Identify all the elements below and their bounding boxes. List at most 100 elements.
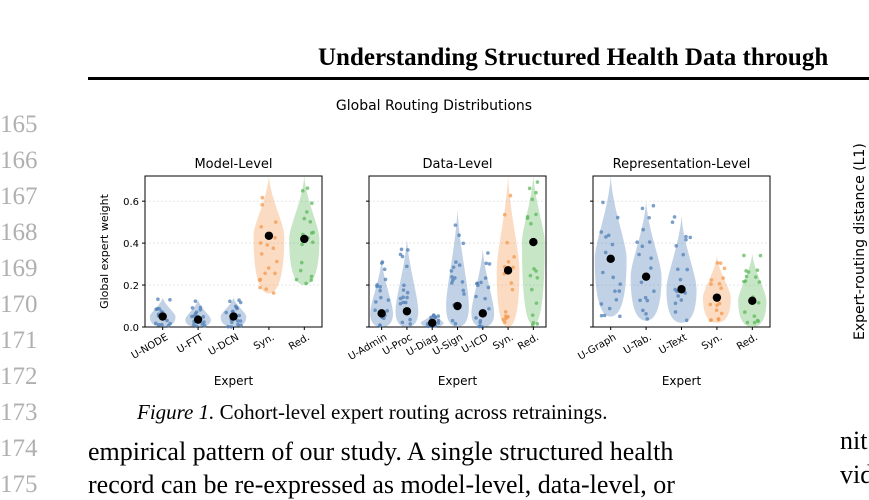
data-point bbox=[744, 269, 748, 273]
data-point bbox=[224, 310, 228, 315]
data-point bbox=[405, 264, 409, 269]
panel-title: Representation-Level bbox=[613, 157, 751, 172]
data-point bbox=[709, 282, 713, 286]
data-point bbox=[721, 276, 725, 280]
data-point bbox=[755, 268, 760, 272]
line-number: 168 bbox=[0, 219, 38, 246]
data-point bbox=[385, 309, 390, 313]
data-point bbox=[302, 216, 307, 221]
data-point bbox=[198, 308, 203, 312]
data-point bbox=[599, 302, 604, 306]
data-point bbox=[436, 318, 441, 323]
data-point bbox=[673, 310, 678, 314]
data-point bbox=[681, 252, 686, 257]
data-point bbox=[226, 324, 230, 329]
data-point bbox=[719, 311, 724, 316]
data-point bbox=[639, 280, 644, 285]
data-point bbox=[641, 308, 645, 313]
line-number: 173 bbox=[0, 399, 38, 426]
data-point bbox=[531, 320, 536, 325]
data-point bbox=[160, 322, 164, 327]
violin-body bbox=[521, 176, 545, 325]
data-point bbox=[755, 318, 760, 323]
violin-body bbox=[185, 299, 211, 327]
data-point bbox=[617, 289, 622, 293]
x-tick-label: Syn. bbox=[252, 332, 276, 352]
x-axis-label: Expert bbox=[438, 374, 478, 388]
y-tick-label: 0.0 bbox=[123, 323, 139, 334]
figure-caption: Figure 1. Cohort-level expert routing ac… bbox=[137, 400, 607, 425]
data-point bbox=[474, 294, 478, 299]
data-point bbox=[483, 276, 488, 280]
data-point bbox=[228, 299, 232, 304]
data-point bbox=[684, 318, 689, 323]
data-point bbox=[484, 261, 489, 266]
mean-marker bbox=[300, 234, 309, 244]
x-tick-label: Syn. bbox=[491, 332, 515, 352]
x-tick-label: Red. bbox=[287, 332, 312, 353]
data-point bbox=[294, 277, 299, 282]
data-point bbox=[530, 287, 534, 292]
data-point bbox=[405, 295, 409, 300]
data-point bbox=[461, 288, 466, 293]
data-point bbox=[530, 197, 534, 202]
body-line-1: empirical pattern of our study. A single… bbox=[88, 437, 674, 466]
data-point bbox=[649, 256, 653, 260]
data-point bbox=[165, 318, 169, 323]
data-point bbox=[601, 200, 605, 205]
data-point bbox=[156, 297, 160, 301]
data-point bbox=[688, 235, 693, 240]
data-point bbox=[433, 315, 438, 319]
mean-marker bbox=[229, 312, 238, 321]
data-point bbox=[157, 306, 162, 311]
data-point bbox=[477, 324, 482, 329]
data-point bbox=[429, 315, 433, 320]
data-point bbox=[717, 301, 722, 306]
data-point bbox=[275, 259, 279, 264]
body-line-2: record can be re-expressed as model-leve… bbox=[88, 470, 675, 499]
data-point bbox=[758, 253, 763, 258]
data-point bbox=[486, 251, 490, 255]
data-point bbox=[305, 210, 309, 214]
data-point bbox=[402, 283, 406, 288]
data-point bbox=[449, 269, 454, 273]
data-point bbox=[602, 313, 607, 318]
data-point bbox=[257, 278, 262, 282]
line-number: 175 bbox=[0, 471, 38, 498]
data-point bbox=[638, 298, 642, 303]
data-point bbox=[236, 322, 240, 327]
data-point bbox=[379, 295, 383, 300]
data-point bbox=[534, 301, 539, 305]
data-point bbox=[408, 322, 413, 326]
data-point bbox=[229, 325, 234, 329]
violin-body bbox=[666, 215, 697, 323]
violin-body bbox=[702, 255, 731, 323]
data-point bbox=[156, 322, 161, 327]
data-point bbox=[378, 323, 382, 328]
data-point bbox=[460, 280, 465, 284]
data-point bbox=[202, 320, 206, 324]
y-tick-label: 0.4 bbox=[123, 239, 139, 250]
data-point bbox=[454, 260, 458, 264]
data-point bbox=[265, 243, 270, 247]
mean-marker bbox=[529, 237, 538, 247]
data-point bbox=[234, 305, 239, 310]
data-point bbox=[745, 320, 750, 325]
data-point bbox=[670, 220, 675, 225]
mean-marker bbox=[503, 266, 513, 275]
data-point bbox=[635, 240, 639, 244]
line-number: 165 bbox=[0, 111, 38, 138]
x-tick-label: Syn. bbox=[700, 332, 724, 352]
data-point bbox=[483, 296, 487, 301]
caption-label: Figure 1. bbox=[137, 400, 215, 424]
mean-marker bbox=[193, 315, 203, 324]
data-point bbox=[512, 255, 516, 259]
right-column-line-2: vid bbox=[840, 460, 869, 489]
data-point bbox=[716, 317, 721, 322]
data-point bbox=[408, 317, 412, 322]
data-point bbox=[403, 300, 408, 305]
data-point bbox=[534, 269, 538, 273]
data-point bbox=[453, 321, 458, 326]
data-point bbox=[263, 271, 267, 276]
data-point bbox=[451, 265, 456, 270]
